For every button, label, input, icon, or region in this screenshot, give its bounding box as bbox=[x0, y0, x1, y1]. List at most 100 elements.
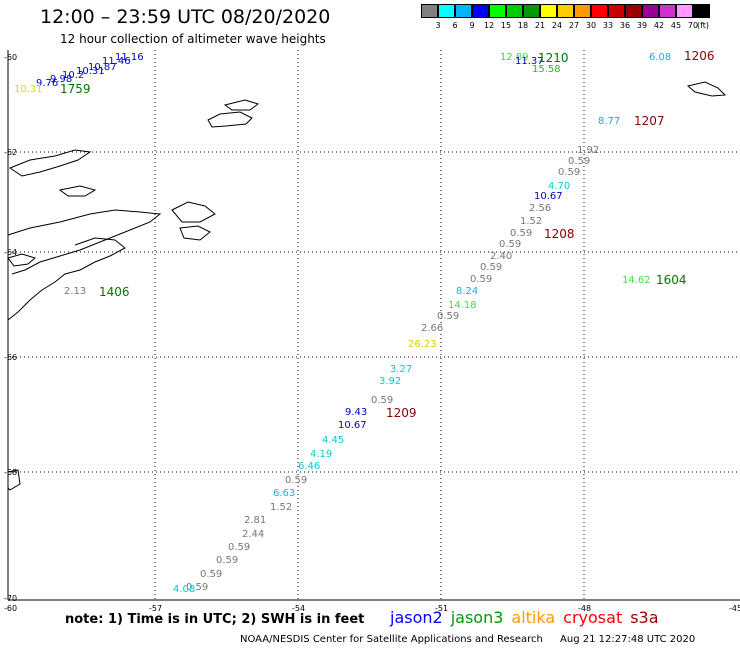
pass-time-label: 1207 bbox=[634, 114, 665, 128]
colorbar-label: 27 bbox=[568, 21, 580, 30]
colorbar-label: 36 bbox=[619, 21, 631, 30]
latitude-label: -68 bbox=[4, 468, 17, 477]
swh-value-label: 4.70 bbox=[548, 181, 570, 192]
swh-value-label: 0.59 bbox=[437, 311, 459, 322]
colorbar-label: 30 bbox=[585, 21, 597, 30]
satellite-legend: jason2 jason3 altika cryosat s3a bbox=[390, 608, 667, 627]
swh-value-label: 0.59 bbox=[285, 475, 307, 486]
colorbar-swatch bbox=[642, 4, 659, 18]
satellite-legend-item: s3a bbox=[630, 608, 659, 627]
swh-value-label: 0.59 bbox=[200, 569, 222, 580]
colorbar-swatch bbox=[659, 4, 676, 18]
colorbar-swatch bbox=[438, 4, 455, 18]
longitude-label: -54 bbox=[292, 604, 305, 613]
swh-value-label: 11.16 bbox=[115, 52, 144, 63]
longitude-label: -60 bbox=[4, 604, 17, 613]
pass-time-label: 1759 bbox=[60, 82, 91, 96]
pass-time-labels: 1210 1206 1759 1207 1208 1604 1406 1209 bbox=[60, 49, 715, 420]
swh-value-label: 11.37 bbox=[515, 56, 544, 67]
swh-value-label: 8.24 bbox=[456, 286, 478, 297]
colorbar-swatch bbox=[625, 4, 642, 18]
swh-value-label: 10.67 bbox=[534, 191, 563, 202]
colorbar-label: 18 bbox=[517, 21, 529, 30]
swh-value-label: 4.19 bbox=[310, 449, 332, 460]
swh-value-label: 4.45 bbox=[322, 435, 344, 446]
colorbar-swatch bbox=[472, 4, 489, 18]
swh-value-label: 2.66 bbox=[421, 323, 443, 334]
swh-value-label: 2.81 bbox=[244, 515, 266, 526]
swh-value-label: 10.87 bbox=[88, 62, 117, 73]
colorbar-label: 70 bbox=[687, 21, 699, 30]
swh-value-label: 0.59 bbox=[470, 274, 492, 285]
satellite-legend-item: jason3 bbox=[450, 608, 504, 627]
colorbar-swatch bbox=[574, 4, 591, 18]
swh-value-label: 9.76 bbox=[36, 78, 58, 89]
colorbar-label: 12 bbox=[483, 21, 495, 30]
pass-time-label: 1206 bbox=[684, 49, 715, 63]
swh-value-label: 1.52 bbox=[270, 502, 292, 513]
swh-value-label: 3.27 bbox=[390, 364, 412, 375]
longitude-label: -57 bbox=[149, 604, 162, 613]
swh-value-label: 11.46 bbox=[102, 56, 131, 67]
swh-value-label: 9.43 bbox=[345, 407, 367, 418]
colorbar-swatch bbox=[591, 4, 608, 18]
colorbar-label: 6 bbox=[452, 21, 458, 30]
colorbar-swatch bbox=[693, 4, 710, 18]
latitude-label: -70 bbox=[4, 594, 17, 603]
coastlines bbox=[7, 81, 727, 491]
satellite-legend-item: jason2 bbox=[390, 608, 443, 627]
swh-value-label: 6.63 bbox=[273, 488, 295, 499]
colorbar-label: 24 bbox=[551, 21, 563, 30]
satellite-legend-item: cryosat bbox=[563, 608, 623, 627]
map-title: 12:00 – 23:59 UTC 08/20/2020 bbox=[40, 6, 331, 28]
map-frame bbox=[7, 50, 740, 601]
pass-time-label: 1210 bbox=[538, 51, 569, 65]
swh-value-label: 0.59 bbox=[510, 228, 532, 239]
units-note: note: 1) Time is in UTC; 2) SWH is in fe… bbox=[65, 612, 365, 627]
map-subtitle: 12 hour collection of altimeter wave hei… bbox=[60, 32, 326, 46]
longitude-label: -45 bbox=[729, 604, 740, 613]
latitude-label: -62 bbox=[4, 148, 17, 157]
swh-value-label: 2.44 bbox=[242, 529, 264, 540]
colorbar-label: 3 bbox=[435, 21, 441, 30]
generated-timestamp: Aug 21 12:27:48 UTC 2020 bbox=[560, 634, 696, 645]
swh-value-label: 8.77 bbox=[598, 116, 620, 127]
pass-time-label: 1406 bbox=[99, 285, 130, 299]
colorbar-swatch bbox=[421, 4, 438, 18]
credit-line: NOAA/NESDIS Center for Satellite Applica… bbox=[240, 634, 695, 645]
swh-observations: 11.1611.4610.8710.3110.29.989.7610.3112.… bbox=[14, 52, 671, 595]
colorbar-swatch bbox=[676, 4, 693, 18]
swh-value-label: 9.98 bbox=[50, 74, 72, 85]
colorbar-label: 21 bbox=[534, 21, 546, 30]
swh-value-label: 1.92 bbox=[577, 145, 599, 156]
longitude-label: -51 bbox=[435, 604, 448, 613]
colorbar-label: 9 bbox=[469, 21, 475, 30]
colorbar-label: 45 bbox=[670, 21, 682, 30]
swh-value-label: 10.31 bbox=[76, 66, 105, 77]
colorbar-label: 33 bbox=[602, 21, 614, 30]
swh-value-label: 10.67 bbox=[338, 420, 367, 431]
colorbar-swatch bbox=[455, 4, 472, 18]
swh-value-label: 0.59 bbox=[480, 262, 502, 273]
latitude-label: -66 bbox=[4, 353, 17, 362]
latitude-label: -64 bbox=[4, 248, 17, 257]
swh-value-label: 0.59 bbox=[216, 555, 238, 566]
satellite-legend-item: altika bbox=[511, 608, 556, 627]
swh-value-label: 26.23 bbox=[408, 339, 437, 350]
colorbar-swatch bbox=[608, 4, 625, 18]
colorbar-swatch bbox=[489, 4, 506, 18]
colorbar-label: 39 bbox=[636, 21, 648, 30]
swh-value-label: 14.62 bbox=[622, 275, 651, 286]
latitude-label: -60 bbox=[4, 53, 17, 62]
swh-value-label: 6.46 bbox=[298, 461, 320, 472]
pass-time-label: 1604 bbox=[656, 273, 687, 287]
colorbar-swatch bbox=[506, 4, 523, 18]
swh-value-label: 6.08 bbox=[649, 52, 671, 63]
swh-value-label: 0.59 bbox=[558, 167, 580, 178]
swh-value-label: 15.58 bbox=[532, 64, 561, 75]
swh-value-label: 2.56 bbox=[529, 203, 551, 214]
swh-value-label: 2.13 bbox=[64, 286, 86, 297]
colorbar-label: 42 bbox=[653, 21, 665, 30]
swh-value-label: 4.08 bbox=[173, 584, 195, 595]
